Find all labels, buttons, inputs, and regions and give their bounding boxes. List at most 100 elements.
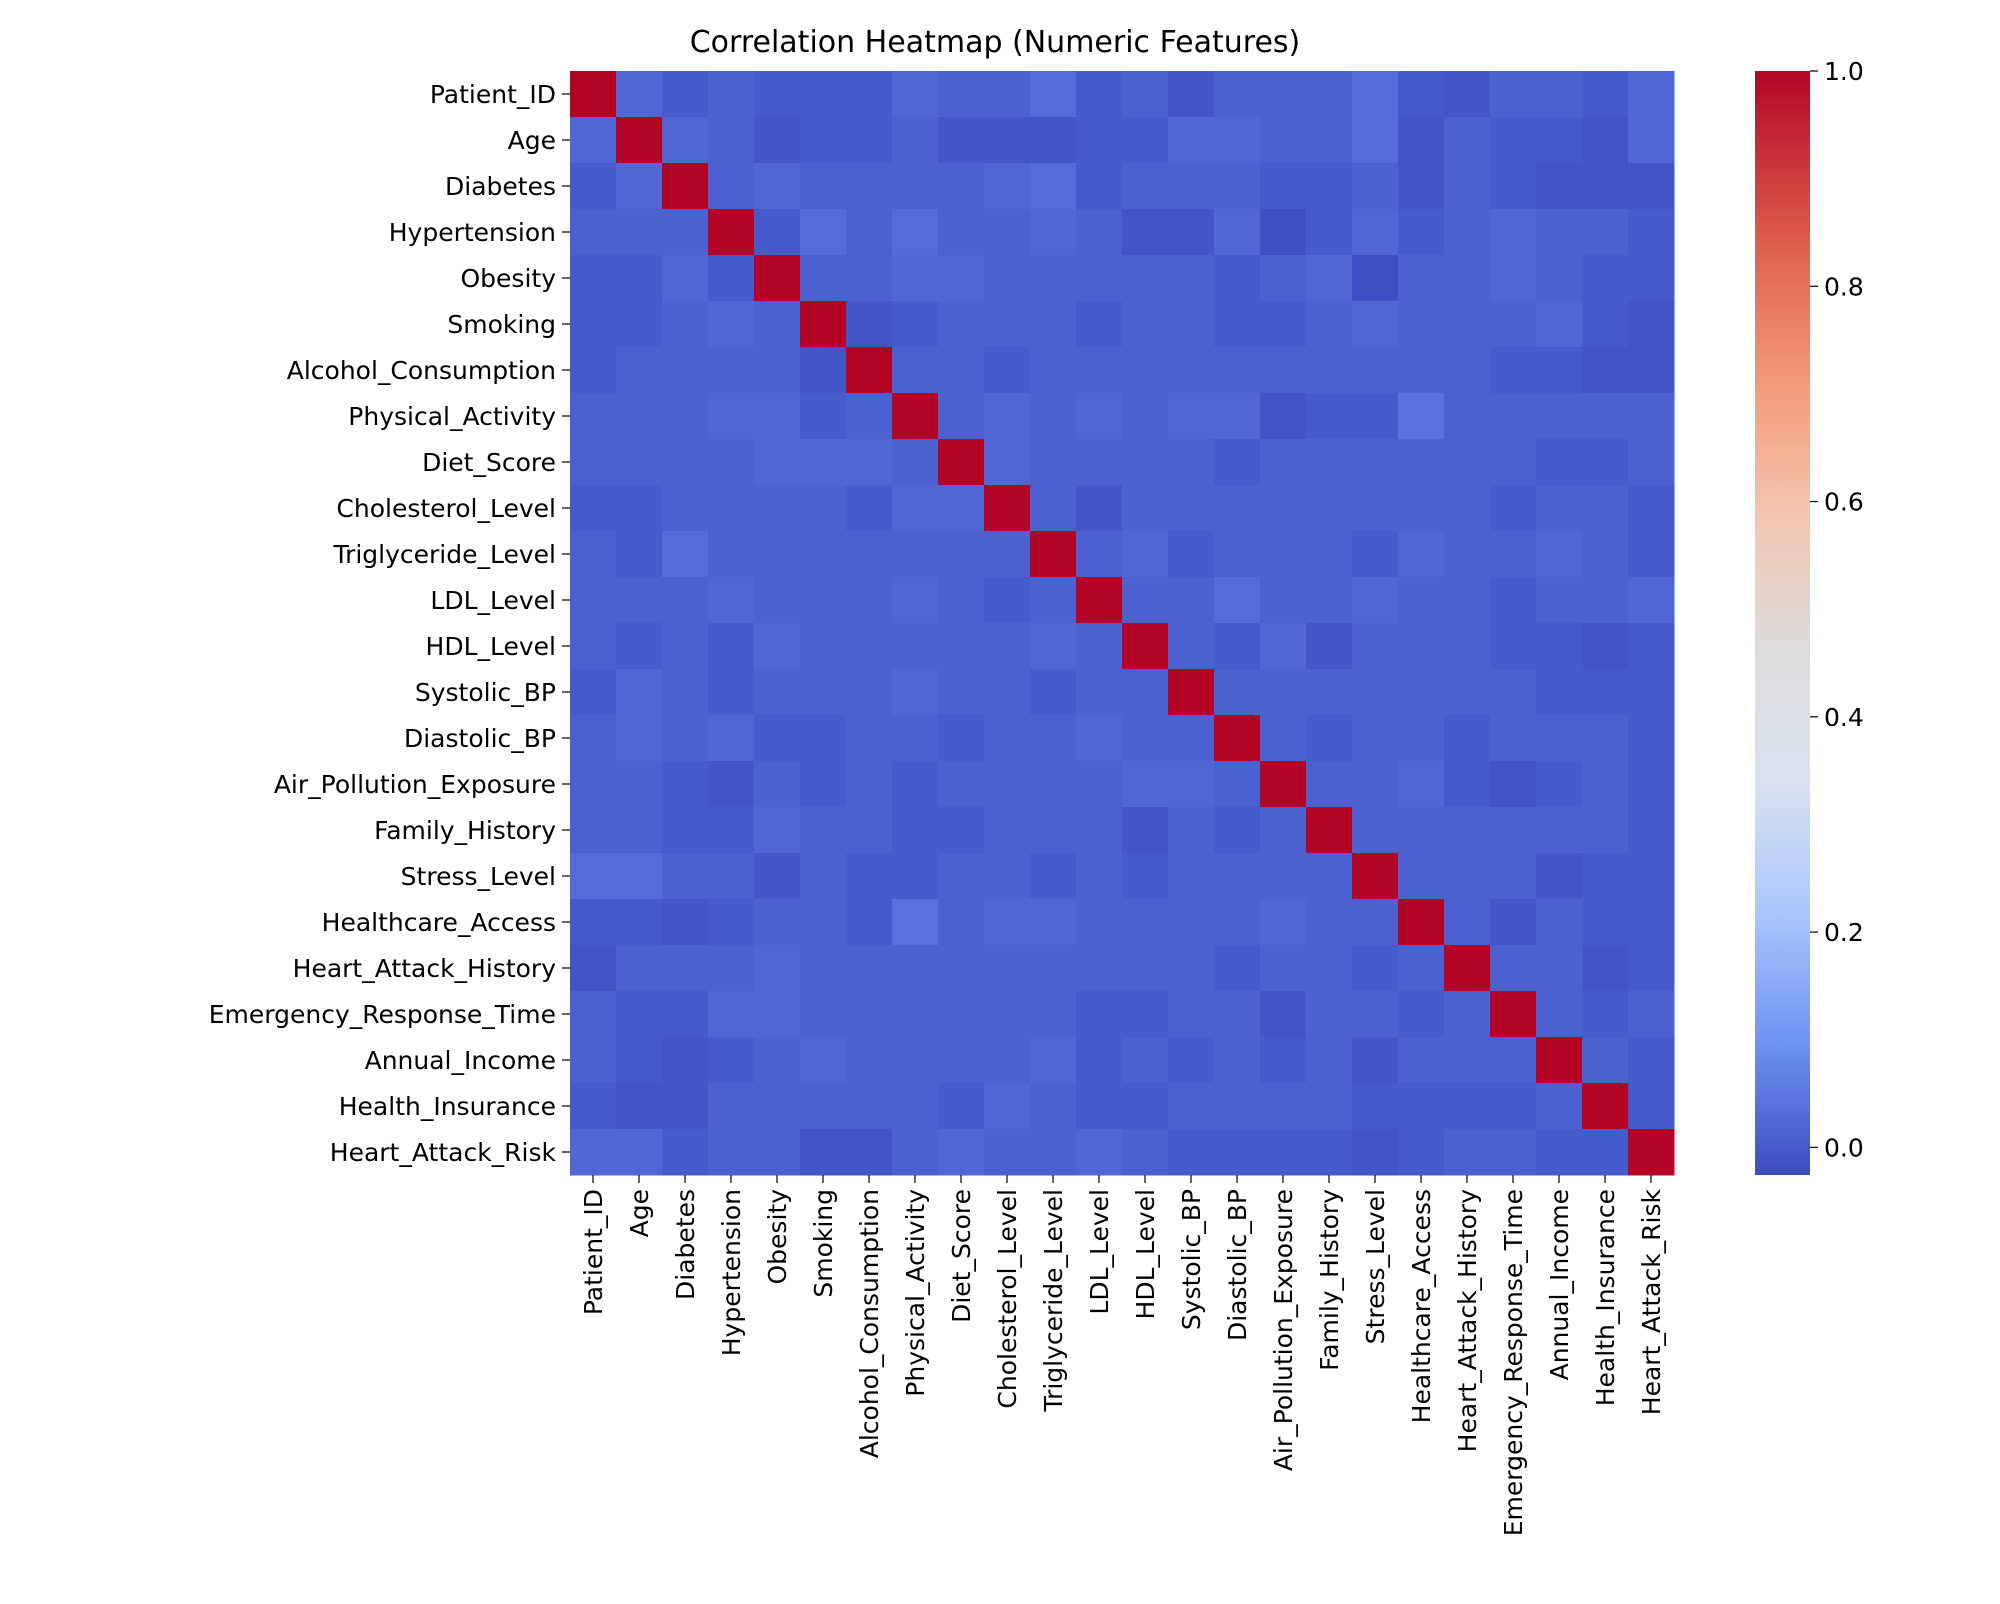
x-tick-label: Air_Pollution_Exposure — [1269, 1189, 1298, 1471]
heatmap-cell — [1490, 531, 1537, 578]
heatmap-cell — [1030, 485, 1077, 532]
heatmap-cell — [1398, 71, 1445, 118]
heatmap-cell — [1628, 439, 1675, 486]
heatmap-cell — [1030, 163, 1077, 210]
heatmap-cell — [1628, 255, 1675, 302]
heatmap-cell — [1352, 531, 1399, 578]
heatmap-cell — [1030, 347, 1077, 394]
heatmap-cell — [892, 807, 939, 854]
heatmap-cell — [570, 531, 617, 578]
heatmap-cell — [662, 853, 709, 900]
heatmap-cell — [616, 577, 663, 624]
x-tick-label: Patient_ID — [579, 1189, 608, 1315]
heatmap-cell — [984, 945, 1031, 992]
heatmap-cell — [1076, 393, 1123, 440]
heatmap-cell — [570, 163, 617, 210]
heatmap-cell — [1076, 945, 1123, 992]
heatmap-cell — [1122, 853, 1169, 900]
heatmap-cell — [1582, 899, 1629, 946]
heatmap-cell — [1168, 301, 1215, 348]
heatmap-cell — [800, 117, 847, 164]
heatmap-cell — [1076, 485, 1123, 532]
heatmap-cell — [570, 669, 617, 716]
heatmap-cell — [1398, 715, 1445, 762]
heatmap-cell — [1030, 1037, 1077, 1084]
heatmap-cell — [708, 347, 755, 394]
heatmap-cell — [1030, 1129, 1077, 1176]
heatmap-cell — [846, 163, 893, 210]
heatmap-cell — [984, 853, 1031, 900]
x-tick-label: Heart_Attack_History — [1453, 1189, 1482, 1453]
heatmap-cell — [938, 807, 985, 854]
heatmap-cell — [1214, 117, 1261, 164]
heatmap-cell — [1490, 761, 1537, 808]
heatmap-cell — [1306, 899, 1353, 946]
y-tick-label: Diabetes — [445, 172, 556, 201]
heatmap-cell — [1536, 807, 1583, 854]
heatmap-cell — [892, 1129, 939, 1176]
heatmap-cell — [1260, 117, 1307, 164]
heatmap-cell — [1352, 945, 1399, 992]
heatmap-cell — [1306, 163, 1353, 210]
heatmap-cell — [1122, 669, 1169, 716]
y-tick-label: HDL_Level — [426, 632, 556, 661]
heatmap-cell — [1536, 439, 1583, 486]
heatmap-cell — [892, 853, 939, 900]
heatmap-cell — [846, 853, 893, 900]
heatmap-cell — [1214, 991, 1261, 1038]
heatmap-cell — [1076, 1083, 1123, 1130]
heatmap-cell — [708, 393, 755, 440]
heatmap-cell — [1306, 347, 1353, 394]
heatmap-cell — [662, 485, 709, 532]
heatmap-cell — [1168, 715, 1215, 762]
heatmap-cell — [846, 439, 893, 486]
heatmap-cell — [1122, 899, 1169, 946]
heatmap-cell — [1030, 899, 1077, 946]
y-tick-label: Stress_Level — [401, 862, 556, 891]
heatmap-cell — [570, 945, 617, 992]
heatmap-cell — [1628, 761, 1675, 808]
heatmap-cell — [1352, 577, 1399, 624]
heatmap-cell — [892, 117, 939, 164]
heatmap-cell — [754, 669, 801, 716]
heatmap-cell — [846, 899, 893, 946]
heatmap-cell — [754, 71, 801, 118]
heatmap-cell — [616, 1037, 663, 1084]
heatmap-cell — [846, 1129, 893, 1176]
heatmap-cell — [1352, 485, 1399, 532]
heatmap-cell — [800, 715, 847, 762]
heatmap-cell — [570, 991, 617, 1038]
heatmap-cell — [1536, 899, 1583, 946]
heatmap-cell — [1490, 1037, 1537, 1084]
heatmap-cell — [1536, 393, 1583, 440]
heatmap-cell — [1536, 255, 1583, 302]
heatmap-cell — [800, 71, 847, 118]
heatmap-cell — [1030, 1083, 1077, 1130]
heatmap-cell — [892, 761, 939, 808]
heatmap-cell — [1398, 531, 1445, 578]
heatmap-cell — [1582, 577, 1629, 624]
heatmap-cell — [938, 669, 985, 716]
heatmap-cell — [1490, 623, 1537, 670]
heatmap-cell — [754, 991, 801, 1038]
heatmap-cell — [1122, 761, 1169, 808]
heatmap-cell — [1306, 71, 1353, 118]
heatmap-cell — [892, 991, 939, 1038]
heatmap-cell — [938, 1129, 985, 1176]
heatmap-cell — [1260, 945, 1307, 992]
heatmap-cell — [1490, 1083, 1537, 1130]
heatmap-cell — [1076, 577, 1123, 624]
heatmap-cell — [754, 1083, 801, 1130]
heatmap-cell — [1122, 531, 1169, 578]
heatmap-cell — [1490, 945, 1537, 992]
heatmap-cells — [570, 71, 1675, 1176]
heatmap-cell — [1260, 163, 1307, 210]
chart-title: Correlation Heatmap (Numeric Features) — [690, 25, 1301, 60]
heatmap-cell — [1490, 71, 1537, 118]
heatmap-cell — [662, 623, 709, 670]
heatmap-cell — [708, 439, 755, 486]
heatmap-cell — [754, 715, 801, 762]
heatmap-cell — [1260, 1083, 1307, 1130]
x-tick-label: Triglyceride_Level — [1039, 1189, 1068, 1413]
heatmap-cell — [1214, 899, 1261, 946]
